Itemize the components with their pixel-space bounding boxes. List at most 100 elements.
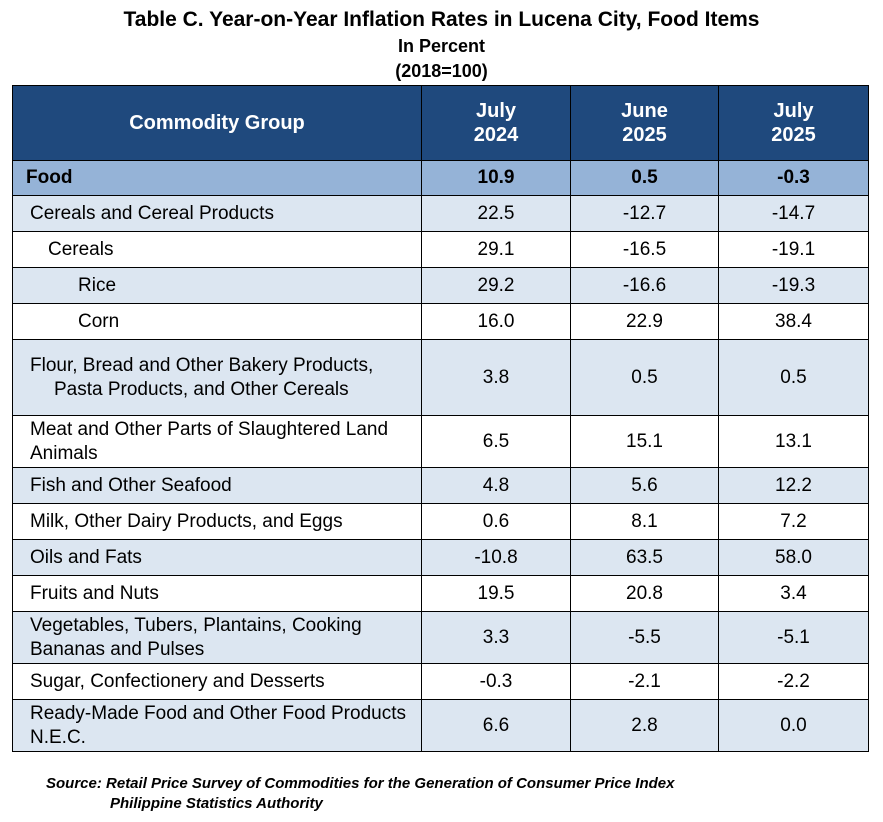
header-commodity-group-text: Commodity Group <box>129 112 305 134</box>
value-cell: -0.3 <box>421 663 571 700</box>
value-cell: 0.5 <box>718 339 869 416</box>
value-cell: 15.1 <box>570 415 719 468</box>
header-month: June <box>621 100 668 122</box>
value-cell: -16.6 <box>570 267 719 304</box>
value-cell: -19.1 <box>718 231 869 268</box>
row-label: Fish and Other Seafood <box>12 467 422 504</box>
value-cell: 5.6 <box>570 467 719 504</box>
value-cell: 2.8 <box>570 699 719 752</box>
table-row: Flour, Bread and Other Bakery Products, … <box>12 339 869 416</box>
row-label: Food <box>12 160 422 196</box>
table-row: Fish and Other Seafood 4.8 5.6 12.2 <box>12 467 869 504</box>
value-cell: 38.4 <box>718 303 869 340</box>
row-label: Fruits and Nuts <box>12 575 422 612</box>
value-cell: -16.5 <box>570 231 719 268</box>
value-cell: 4.8 <box>421 467 571 504</box>
base-year: (2018=100) <box>395 61 488 81</box>
value-cell: 0.6 <box>421 503 571 540</box>
value-cell: 19.5 <box>421 575 571 612</box>
row-label: Sugar, Confectionery and Desserts <box>12 663 422 700</box>
table-row: Corn 16.0 22.9 38.4 <box>12 303 869 340</box>
table-row: Cereals 29.1 -16.5 -19.1 <box>12 231 869 268</box>
row-label-text: Fish and Other Seafood <box>30 474 232 496</box>
value-cell: 12.2 <box>718 467 869 504</box>
value-cell: 13.1 <box>718 415 869 468</box>
value-cell: -0.3 <box>718 160 869 196</box>
table-row: Cereals and Cereal Products 22.5 -12.7 -14.… <box>12 195 869 232</box>
source-line-1: Source: Retail Price Survey of Commoditi… <box>46 775 675 792</box>
value-cell: -10.8 <box>421 539 571 576</box>
value-cell: -19.3 <box>718 267 869 304</box>
row-label-text: Milk, Other Dairy Products, and Eggs <box>30 510 343 532</box>
value-cell: 0.5 <box>570 339 719 416</box>
row-label: Milk, Other Dairy Products, and Eggs <box>12 503 422 540</box>
row-label-text: Vegetables, Tubers, Plantains, Cooking B… <box>30 614 362 660</box>
row-label: Vegetables, Tubers, Plantains, Cooking B… <box>12 611 422 664</box>
row-label-text: Cereals <box>48 238 114 260</box>
header-row: Commodity Group July 2024 June 2025 July 20… <box>12 85 869 161</box>
table-title: Table C. Year-on-Year Inflation Rates in… <box>123 8 760 31</box>
table-row: Vegetables, Tubers, Plantains, Cooking B… <box>12 611 869 664</box>
row-label: Oils and Fats <box>12 539 422 576</box>
value-cell: 0.0 <box>718 699 869 752</box>
table-row: Rice 29.2 -16.6 -19.3 <box>12 267 869 304</box>
value-cell: 3.3 <box>421 611 571 664</box>
row-label: Flour, Bread and Other Bakery Products, … <box>12 339 422 416</box>
value-cell: 22.5 <box>421 195 571 232</box>
value-cell: 63.5 <box>570 539 719 576</box>
row-label: Ready-Made Food and Other Food Products … <box>12 699 422 752</box>
row-label-text: Meat and Other Parts of Slaughtered Land… <box>30 418 389 464</box>
table-row: Ready-Made Food and Other Food Products … <box>12 699 869 752</box>
value-cell: 22.9 <box>570 303 719 340</box>
value-cell: -5.1 <box>718 611 869 664</box>
row-label: Meat and Other Parts of Slaughtered Land… <box>12 415 422 468</box>
header-june-2025: June 2025 <box>570 85 719 161</box>
header-commodity-group: Commodity Group <box>12 85 422 161</box>
table-subtitle: In Percent <box>397 36 486 56</box>
row-label: Cereals <box>12 231 422 268</box>
value-cell: 29.1 <box>421 231 571 268</box>
value-cell: 3.4 <box>718 575 869 612</box>
row-label-text: Cereals and Cereal Products <box>30 202 274 224</box>
value-cell: 8.1 <box>570 503 719 540</box>
source-note: Source: Retail Price Survey of Commoditi… <box>46 774 674 814</box>
table-row: Sugar, Confectionery and Desserts -0.3 -2.… <box>12 663 869 700</box>
value-cell: -2.2 <box>718 663 869 700</box>
row-label-text: Flour, Bread and Other Bakery Products, … <box>30 354 374 400</box>
header-year: 2025 <box>622 124 667 146</box>
table-row: Oils and Fats -10.8 63.5 58.0 <box>12 539 869 576</box>
row-label-text: Sugar, Confectionery and Desserts <box>30 670 325 692</box>
table-row: Meat and Other Parts of Slaughtered Land… <box>12 415 869 468</box>
value-cell: -12.7 <box>570 195 719 232</box>
value-cell: -14.7 <box>718 195 869 232</box>
header-month: July <box>773 100 814 122</box>
row-label-text: Fruits and Nuts <box>30 582 159 604</box>
value-cell: 29.2 <box>421 267 571 304</box>
row-label-text: Oils and Fats <box>30 546 142 568</box>
row-label-text: Rice <box>78 274 117 296</box>
table-row: Fruits and Nuts 19.5 20.8 3.4 <box>12 575 869 612</box>
row-label-text: Corn <box>78 310 120 332</box>
value-cell: 58.0 <box>718 539 869 576</box>
table-row: Food 10.9 0.5 -0.3 <box>12 160 869 196</box>
header-year: 2025 <box>771 124 816 146</box>
inflation-table: Commodity Group July 2024 June 2025 July 20… <box>12 85 869 752</box>
row-label-text: Ready-Made Food and Other Food Products … <box>30 702 406 748</box>
header-july-2025: July 2025 <box>718 85 869 161</box>
value-cell: 6.6 <box>421 699 571 752</box>
source-line-2: Philippine Statistics Authority <box>110 795 323 812</box>
table-body: Food 10.9 0.5 -0.3 Cereals and Cereal Produc… <box>12 160 869 752</box>
table-row: Milk, Other Dairy Products, and Eggs 0.6 8… <box>12 503 869 540</box>
value-cell: 6.5 <box>421 415 571 468</box>
value-cell: 20.8 <box>570 575 719 612</box>
value-cell: 3.8 <box>421 339 571 416</box>
value-cell: 0.5 <box>570 160 719 196</box>
row-label: Corn <box>12 303 422 340</box>
header-july-2024: July 2024 <box>421 85 571 161</box>
value-cell: 10.9 <box>421 160 571 196</box>
value-cell: -2.1 <box>570 663 719 700</box>
row-label: Cereals and Cereal Products <box>12 195 422 232</box>
row-label: Rice <box>12 267 422 304</box>
value-cell: 16.0 <box>421 303 571 340</box>
row-label-text: Food <box>26 167 73 188</box>
